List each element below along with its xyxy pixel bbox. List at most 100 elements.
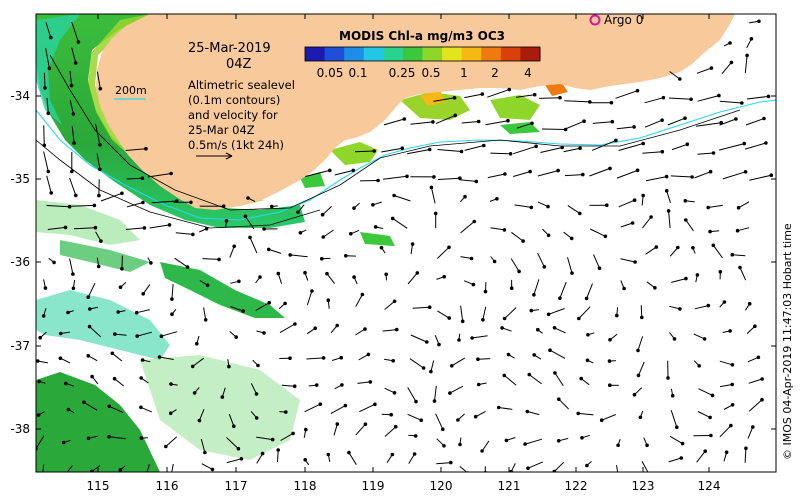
velocity-arrow — [567, 257, 573, 274]
velocity-arrowhead — [52, 260, 56, 265]
velocity-arrow — [482, 306, 487, 320]
velocity-arrow — [669, 247, 679, 257]
velocity-arrowhead — [503, 172, 507, 176]
velocity-arrows — [36, 19, 774, 472]
velocity-arrow — [140, 406, 152, 413]
velocity-arrow — [553, 461, 565, 472]
velocity-arrow — [384, 300, 395, 310]
velocity-arrow — [69, 258, 74, 275]
velocity-arrowhead — [703, 449, 707, 454]
velocity-arrowhead — [266, 247, 271, 252]
map-time: 04Z — [226, 57, 252, 72]
colorbar-title: MODIS Chl-a mg/m3 OC3 — [339, 29, 505, 43]
velocity-arrow — [527, 411, 540, 416]
velocity-arrowhead — [234, 335, 238, 339]
velocity-arrow — [249, 237, 258, 254]
velocity-arrow — [498, 407, 513, 410]
velocity-arrow — [685, 219, 694, 232]
velocity-arrow — [513, 171, 531, 177]
velocity-arrowhead — [43, 86, 47, 90]
velocity-arrow — [137, 331, 153, 337]
velocity-arrowhead — [402, 117, 407, 121]
velocity-arrowhead — [447, 316, 452, 320]
velocity-arrowhead — [270, 437, 275, 442]
velocity-arrowhead — [546, 204, 550, 209]
velocity-arrowhead — [432, 399, 437, 403]
velocity-arrowhead — [86, 295, 90, 300]
velocity-arrow — [537, 252, 545, 268]
velocity-arrow — [644, 97, 664, 104]
velocity-arrowhead — [735, 228, 740, 233]
velocity-arrowhead — [360, 292, 365, 297]
velocity-arrowhead — [530, 121, 534, 126]
velocity-arrowhead — [680, 441, 685, 446]
velocity-arrowhead — [352, 206, 356, 210]
land-australia — [96, 14, 735, 210]
velocity-arrowhead — [730, 363, 735, 367]
velocity-arrowhead — [608, 166, 612, 171]
velocity-arrowhead — [168, 411, 173, 416]
velocity-arrow — [566, 120, 585, 129]
velocity-arrow — [537, 201, 549, 208]
velocity-arrowhead — [442, 274, 447, 279]
velocity-arrowhead — [675, 425, 679, 430]
velocity-arrowhead — [170, 297, 174, 301]
velocity-arrowhead — [676, 245, 680, 250]
velocity-arrow — [745, 118, 765, 126]
velocity-arrow — [393, 195, 411, 202]
velocity-scale-label: 0.5m/s (1kt 24h) — [188, 138, 284, 152]
velocity-arrowhead — [232, 244, 236, 249]
velocity-arrow — [109, 405, 124, 414]
velocity-arrow — [333, 423, 338, 436]
velocity-arrowhead — [86, 354, 91, 358]
velocity-arrowhead — [570, 271, 574, 275]
colorbar-tick: 0.25 — [389, 66, 416, 80]
velocity-arrowhead — [241, 309, 245, 313]
x-tick-label: 119 — [362, 479, 385, 493]
velocity-arrowhead — [553, 371, 557, 375]
chl-coastal-1 — [330, 142, 378, 165]
velocity-arrow — [721, 62, 732, 75]
x-tick-label: 123 — [632, 479, 655, 493]
velocity-arrowhead — [534, 144, 538, 149]
velocity-arrow — [737, 227, 750, 232]
velocity-arrowhead — [298, 231, 303, 235]
velocity-arrow — [407, 413, 422, 421]
velocity-arrow — [618, 199, 635, 208]
velocity-arrowhead — [243, 214, 248, 219]
colorbar-cells — [305, 47, 541, 61]
velocity-arrow — [670, 175, 693, 178]
velocity-arrowhead — [724, 450, 729, 455]
velocity-arrowhead — [635, 168, 640, 173]
velocity-arrow — [669, 435, 683, 445]
velocity-arrowhead — [189, 200, 193, 205]
velocity-arrowhead — [293, 322, 297, 326]
velocity-arrowhead — [325, 271, 329, 276]
velocity-arrowhead — [291, 431, 295, 436]
velocity-arrowhead — [310, 289, 314, 293]
velocity-arrowhead — [49, 191, 53, 195]
velocity-arrow — [383, 175, 408, 180]
velocity-arrow — [549, 349, 566, 359]
velocity-arrowhead — [532, 92, 537, 97]
velocity-arrow — [669, 71, 681, 80]
velocity-arrowhead — [480, 92, 485, 96]
velocity-arrowhead — [645, 443, 649, 448]
velocity-arrow — [230, 306, 244, 312]
legend-desc-line-1: Altimetric sealevel — [188, 78, 295, 92]
velocity-arrowhead — [523, 442, 527, 446]
velocity-arrow — [693, 333, 705, 340]
velocity-arrow — [277, 449, 279, 463]
velocity-arrowhead — [97, 193, 101, 198]
velocity-arrowhead — [722, 300, 727, 304]
velocity-arrowhead — [224, 219, 229, 223]
velocity-arrow — [46, 97, 49, 114]
velocity-arrow — [533, 279, 540, 295]
velocity-arrowhead — [709, 433, 713, 438]
credit-text: © IMOS 04-Apr-2019 11:47:03 Hobart time — [781, 223, 794, 460]
velocity-arrow — [464, 145, 484, 151]
velocity-arrowhead — [730, 382, 734, 387]
velocity-arrowhead — [90, 469, 94, 472]
velocity-arrowhead — [502, 373, 507, 378]
velocity-arrowhead — [135, 334, 139, 338]
